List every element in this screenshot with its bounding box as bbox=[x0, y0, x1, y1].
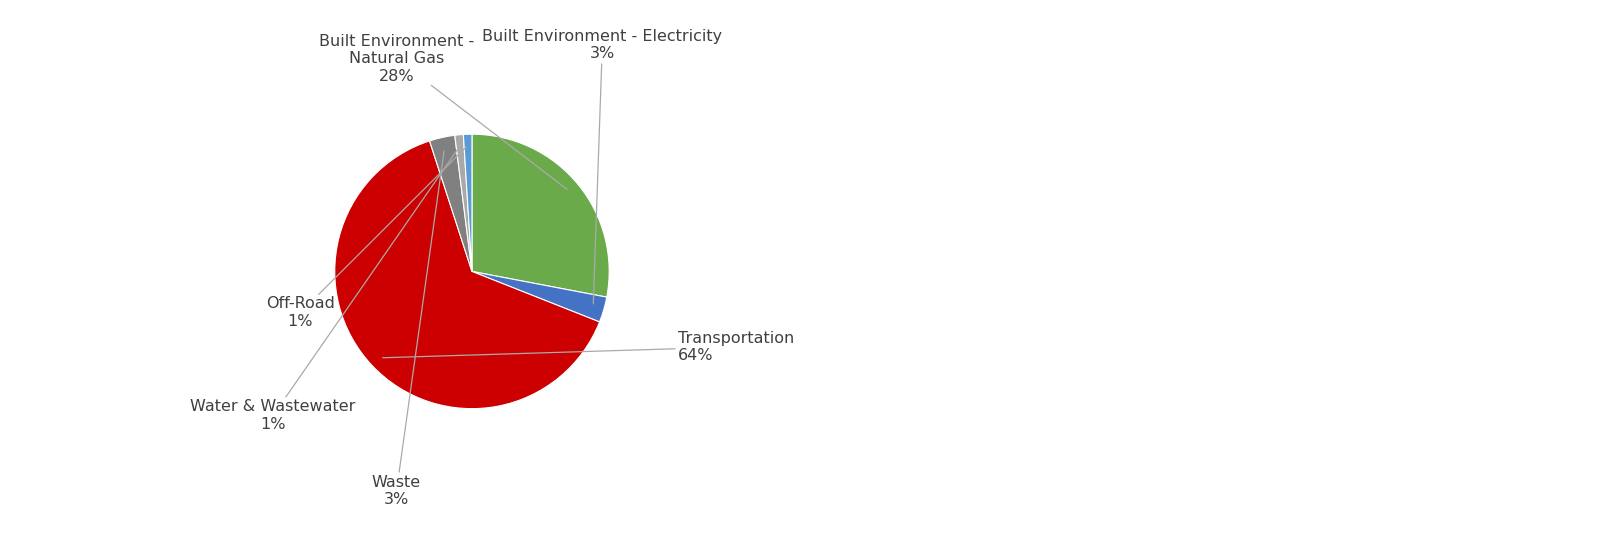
Text: Built Environment - Electricity
3%: Built Environment - Electricity 3% bbox=[482, 29, 722, 304]
Text: Waste
3%: Waste 3% bbox=[371, 151, 445, 507]
Text: Off-Road
1%: Off-Road 1% bbox=[266, 147, 466, 329]
Wedge shape bbox=[334, 141, 600, 408]
Wedge shape bbox=[429, 135, 472, 271]
Wedge shape bbox=[464, 134, 472, 271]
Wedge shape bbox=[472, 271, 606, 322]
Text: Built Environment -
Natural Gas
28%: Built Environment - Natural Gas 28% bbox=[318, 34, 566, 189]
Wedge shape bbox=[454, 135, 472, 271]
Text: Transportation
64%: Transportation 64% bbox=[382, 331, 794, 363]
Wedge shape bbox=[472, 134, 610, 297]
Text: Water & Wastewater
1%: Water & Wastewater 1% bbox=[190, 148, 459, 431]
